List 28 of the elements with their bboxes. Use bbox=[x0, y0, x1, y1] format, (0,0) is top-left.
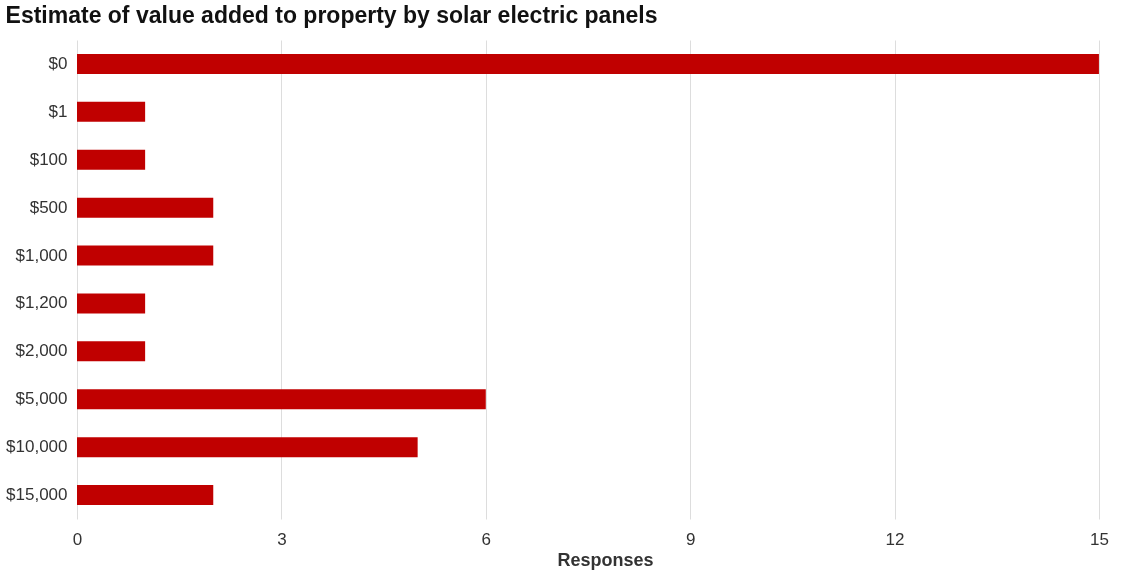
x-tick-label: 0 bbox=[72, 529, 83, 549]
y-tick-label: $1,000 bbox=[15, 245, 68, 265]
bar bbox=[77, 389, 486, 410]
bar bbox=[77, 245, 214, 266]
y-tick-label: $1 bbox=[48, 101, 68, 121]
bar bbox=[77, 101, 146, 122]
bar bbox=[77, 437, 418, 458]
y-tick-label: $100 bbox=[29, 149, 68, 169]
x-axis-title: Responses bbox=[557, 549, 654, 570]
bar bbox=[77, 53, 1099, 74]
y-tick-label: $2,000 bbox=[15, 341, 68, 361]
bar bbox=[77, 341, 146, 362]
bar bbox=[77, 197, 214, 218]
x-tick-label: 12 bbox=[885, 529, 905, 549]
y-tick-label: $0 bbox=[48, 53, 68, 73]
x-tick-label: 6 bbox=[481, 529, 492, 549]
y-tick-label: $15,000 bbox=[6, 485, 68, 505]
y-tick-label: $5,000 bbox=[15, 389, 68, 409]
x-tick-label: 3 bbox=[277, 529, 287, 549]
chart-title: Estimate of value added to property by solar electric panels bbox=[5, 2, 658, 28]
y-tick-label: $1,200 bbox=[15, 293, 68, 313]
x-tick-label: 9 bbox=[685, 529, 696, 549]
x-tick-label: 15 bbox=[1089, 529, 1109, 549]
bar bbox=[77, 149, 146, 170]
y-tick-label: $10,000 bbox=[6, 437, 68, 457]
bar bbox=[77, 293, 146, 314]
y-tick-label: $500 bbox=[29, 197, 68, 217]
bar bbox=[77, 485, 214, 506]
